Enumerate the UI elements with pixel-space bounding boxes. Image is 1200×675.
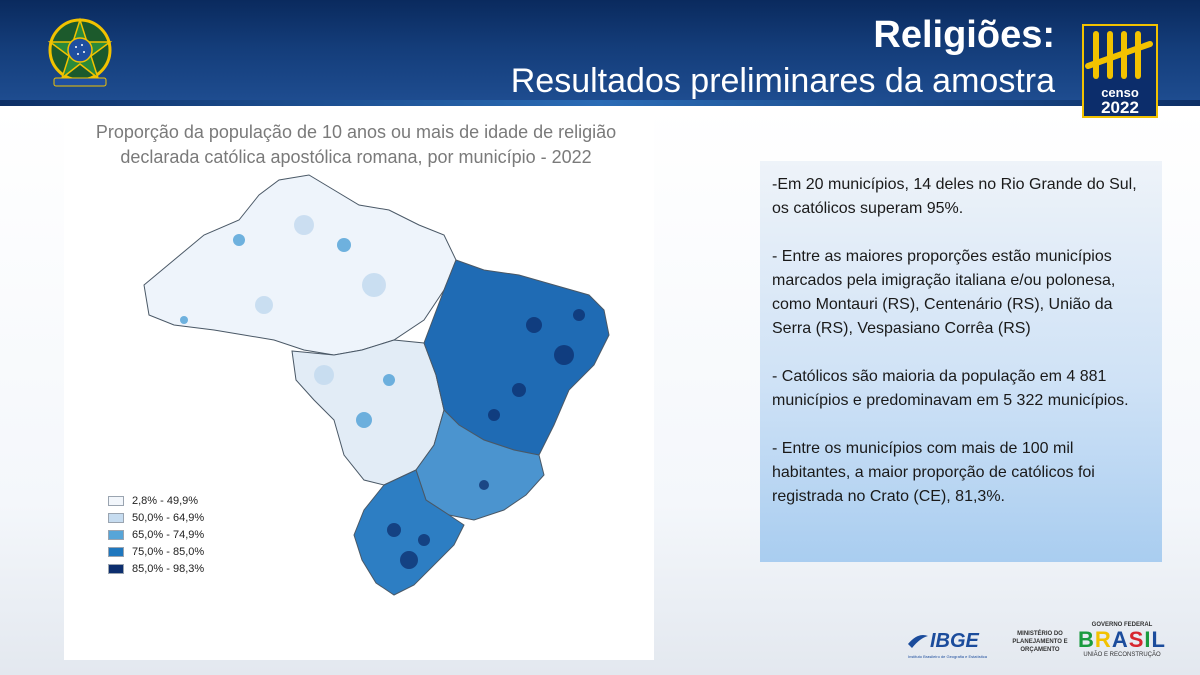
- map-region-north: [143, 174, 457, 356]
- censo-logo: censo 2022: [1082, 24, 1158, 118]
- brazil-map: [143, 174, 610, 596]
- info-paragraph: - Entre as maiores proporções estão muni…: [772, 248, 1116, 337]
- legend-label: 65,0% - 74,9%: [132, 528, 205, 541]
- legend-item: 85,0% - 98,3%: [108, 560, 204, 577]
- legend-item: 2,8% - 49,9%: [108, 492, 204, 509]
- info-paragraph: - Entre os municípios com mais de 100 mi…: [772, 440, 1095, 505]
- ibge-subtitle: Instituto Brasileiro de Geografia e Esta…: [908, 654, 987, 659]
- legend-swatch: [108, 529, 124, 540]
- map-region-southeast: [415, 409, 545, 521]
- info-box: -Em 20 municípios, 14 deles no Rio Grand…: [760, 161, 1162, 562]
- legend-label: 85,0% - 98,3%: [132, 562, 205, 575]
- map-caption: Proporção da população de 10 anos ou mai…: [36, 120, 676, 170]
- map-legend: 2,8% - 49,9% 50,0% - 64,9% 65,0% - 74,9%…: [108, 492, 204, 577]
- legend-label: 2,8% - 49,9%: [132, 494, 199, 507]
- ibge-swoosh-icon: [908, 635, 928, 648]
- legend-swatch: [108, 512, 124, 523]
- ministerio-logo: MINISTÉRIO DO PLANEJAMENTO E ORÇAMENTO: [1012, 631, 1068, 653]
- map-caption-line2: declarada católica apostólica romana, po…: [120, 147, 592, 167]
- footer-logos: IBGE Instituto Brasileiro de Geografia e…: [906, 622, 1166, 666]
- censo-year: 2022: [1101, 98, 1139, 117]
- header-banner: Religiões: Resultados preliminares da am…: [0, 0, 1200, 106]
- map-caption-line1: Proporção da população de 10 anos ou mai…: [95, 122, 617, 142]
- legend-swatch: [108, 563, 124, 574]
- legend-item: 50,0% - 64,9%: [108, 509, 204, 526]
- page-subtitle: Resultados preliminares da amostra: [510, 62, 1055, 100]
- governo-brasil: BRASIL: [1078, 627, 1166, 652]
- ibge-logo: IBGE Instituto Brasileiro de Geografia e…: [906, 630, 996, 660]
- legend-label: 50,0% - 64,9%: [132, 511, 205, 524]
- tally-marks-icon: [1085, 31, 1153, 79]
- governo-federal-logo: GOVERNO FEDERAL BRASIL UNIÃO E RECONSTRU…: [1078, 622, 1166, 666]
- legend-swatch: [108, 495, 124, 506]
- legend-swatch: [108, 546, 124, 557]
- ibge-text: IBGE: [930, 630, 979, 652]
- page-title: Religiões:: [873, 14, 1055, 56]
- censo-label: censo: [1101, 85, 1139, 100]
- governo-top: GOVERNO FEDERAL: [1091, 622, 1153, 628]
- governo-bottom: UNIÃO E RECONSTRUÇÃO: [1083, 652, 1161, 658]
- map-region-northeast: [423, 259, 610, 456]
- map-region-south: [353, 469, 465, 596]
- info-paragraph: -Em 20 municípios, 14 deles no Rio Grand…: [772, 176, 1137, 217]
- legend-label: 75,0% - 85,0%: [132, 545, 205, 558]
- coat-of-arms-icon: [47, 17, 113, 87]
- legend-item: 75,0% - 85,0%: [108, 543, 204, 560]
- legend-item: 65,0% - 74,9%: [108, 526, 204, 543]
- info-paragraph: - Católicos são maioria da população em …: [772, 368, 1129, 409]
